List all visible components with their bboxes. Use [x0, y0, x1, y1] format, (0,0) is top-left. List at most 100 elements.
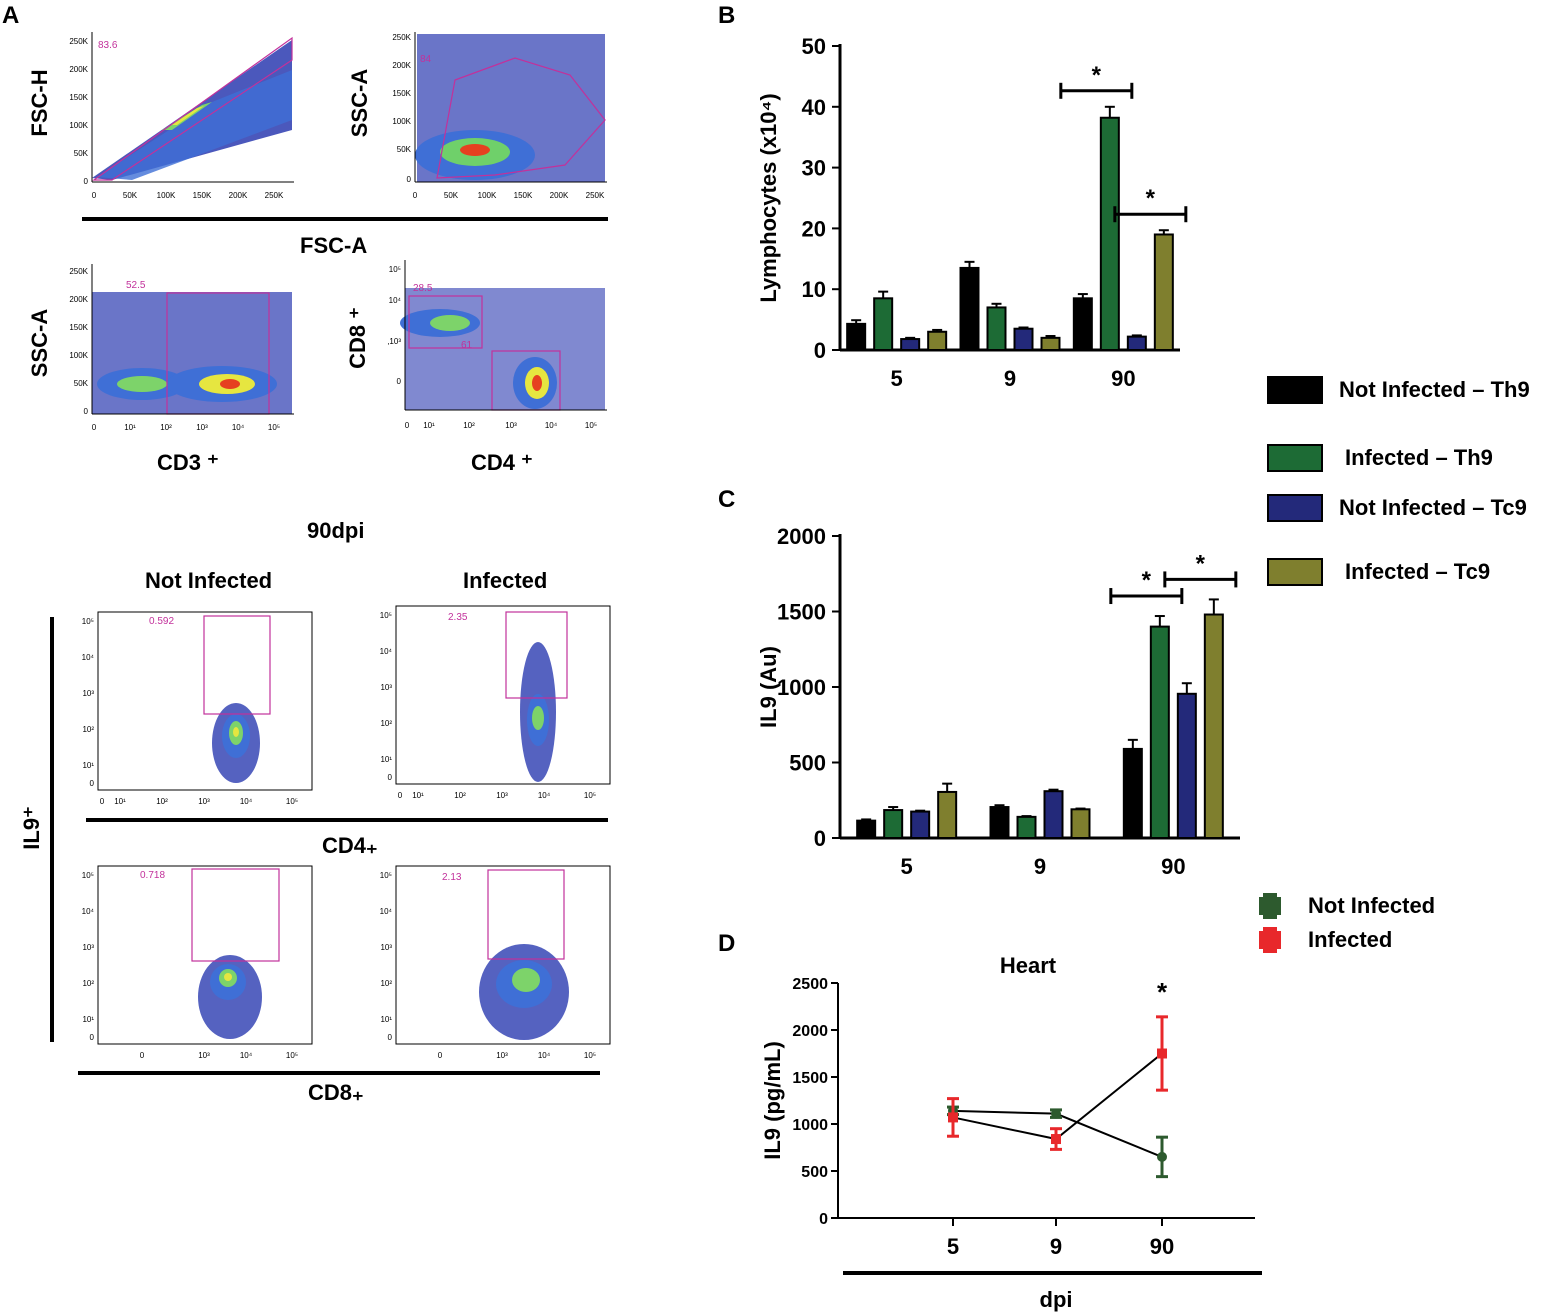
y-tick: 10⁵	[82, 871, 94, 880]
ssc-a-axis-label-2: SSC-A	[27, 308, 52, 378]
y-tick-label: 1500	[777, 600, 826, 625]
legend-label: Not Infected	[1308, 893, 1436, 918]
legend-marker-red	[1259, 927, 1281, 953]
legend-marker-green	[1259, 893, 1281, 919]
y-tick: 0	[84, 407, 89, 416]
y-tick: 0	[90, 1033, 95, 1042]
gate-region	[191, 868, 280, 962]
x-tick: 10²	[156, 797, 168, 806]
significance-star: *	[1157, 977, 1168, 1007]
y-axis-label: IL9 (Au)	[756, 646, 781, 728]
x-tick: 10⁵	[286, 1051, 298, 1060]
flow-plot-cd3: 52.5 250K 200K 150K 100K 50K 0 0 10¹ 10²…	[69, 264, 294, 432]
legend-label: Not Infected – Tc9	[1339, 495, 1527, 520]
bar	[959, 266, 980, 351]
x-tick-label: 5	[891, 366, 903, 391]
x-tick: 200K	[229, 191, 248, 200]
cd4-divider	[86, 818, 608, 822]
x-ticks: 0 10¹ 10² 10³ 10⁴ 10⁵	[398, 791, 596, 800]
y-tick: 10²	[380, 719, 392, 728]
y-tick: 150K	[69, 323, 88, 332]
y-ticks: 250K 200K 150K 100K 50K 0	[69, 37, 88, 186]
x-tick: 10¹	[412, 791, 424, 800]
not-infected-title: Not Infected	[145, 568, 273, 593]
y-ticks: 10⁵ 10⁴ 10³ 10² 10¹ 0	[380, 611, 393, 782]
legend-item: Not Infected	[1258, 893, 1435, 919]
legend-swatch-olive	[1267, 558, 1323, 586]
flow-density-peak	[460, 144, 490, 156]
y-tick: 10¹	[380, 1015, 392, 1024]
y-tick: 200K	[69, 65, 88, 74]
y-axis-label: Lymphocytes (x10⁴)	[756, 93, 781, 302]
legend-label: Not Infected – Th9	[1339, 377, 1530, 402]
cd3-axis-label: CD3 ⁺	[157, 450, 219, 475]
fsc-a-divider	[82, 217, 608, 221]
y-tick: 100K	[69, 121, 88, 130]
x-ticks: 0 50K 100K 150K 200K 250K	[413, 191, 605, 200]
x-tick: 10⁵	[286, 797, 298, 806]
flow-plot-il9-cd8-not-infected: 0.718 10⁵ 10⁴ 10³ 10² 10¹ 0 0 10³ 10⁴ 10…	[82, 865, 313, 1060]
y-tick: 200K	[69, 295, 88, 304]
x-tick: 10¹	[124, 423, 136, 432]
y-tick-label: 1000	[777, 675, 826, 700]
y-tick-label: 0	[814, 826, 826, 851]
x-tick: 50K	[444, 191, 459, 200]
y-tick: 10⁴	[82, 653, 95, 662]
y-tick: 10³	[380, 683, 392, 692]
gate-value-cd4: 61	[461, 340, 473, 351]
significance-star: *	[1146, 185, 1156, 212]
bar	[986, 306, 1007, 352]
y-axis-label: IL9 (pg/mL)	[760, 1041, 785, 1160]
y-tick: 10⁴	[389, 296, 402, 305]
y-tick: 0	[388, 1033, 393, 1042]
x-tick: 10²	[160, 423, 172, 432]
cd8-il9-axis-label: CD8₊	[308, 1080, 364, 1105]
x-ticks: 0 10¹ 10² 10³ 10⁴ 10⁵	[100, 797, 298, 806]
flow-density-peak	[172, 106, 204, 125]
y-tick: 10¹	[82, 1015, 94, 1024]
x-tick: 0	[92, 191, 97, 200]
y-tick-label: 0	[819, 1211, 828, 1228]
infected-title: Infected	[463, 568, 548, 593]
cd4-axis-label: CD4 ⁺	[471, 450, 533, 475]
y-tick: 10¹	[380, 755, 392, 764]
x-tick-label: 5	[947, 1234, 959, 1259]
y-tick-label: 2500	[792, 976, 828, 993]
cd8-divider	[78, 1071, 600, 1075]
x-tick: 150K	[193, 191, 212, 200]
legend-label: Infected – Tc9	[1345, 559, 1491, 584]
y-tick: 0	[90, 779, 95, 788]
data-point	[1157, 1048, 1167, 1059]
bar	[1149, 625, 1170, 839]
y-tick: 150K	[69, 93, 88, 102]
line-chart-heart-il9: Heart 0 500 1000 1500 2000 2500 IL9 (pg/mL) 5 9 90…	[760, 953, 1262, 1312]
y-tick: 10²	[82, 979, 94, 988]
bar	[856, 819, 877, 840]
y-tick: 10⁵	[380, 611, 392, 620]
bar	[900, 338, 921, 351]
bar	[1176, 692, 1197, 839]
y-tick: 10⁵	[380, 871, 392, 880]
y-tick: 10⁴	[380, 647, 393, 656]
gate-region-cd8	[408, 295, 483, 349]
data-point	[948, 1112, 958, 1123]
legend-item: Infected – Tc9	[1267, 558, 1490, 586]
x-ticks: 0 10³ 10⁴ 10⁵	[438, 1051, 596, 1060]
bar	[1070, 808, 1091, 839]
gate-value: 0.718	[140, 870, 165, 881]
y-tick-label: 10	[802, 277, 826, 302]
x-axis-label: dpi	[1040, 1287, 1073, 1312]
legend-swatch-green	[1267, 444, 1323, 472]
x-tick: 100K	[157, 191, 176, 200]
y-tick: 250K	[69, 37, 88, 46]
flow-density-hot	[430, 315, 470, 331]
x-tick: 200K	[550, 191, 569, 200]
bar	[1016, 815, 1037, 839]
gate-value: 83.6	[98, 40, 118, 51]
y-tick: 10³	[380, 943, 392, 952]
bar	[989, 806, 1010, 840]
x-tick: 10⁵	[585, 421, 597, 430]
flow-density-peak	[532, 375, 542, 391]
flow-plot-il9-cd8-infected: 2.13 10⁵ 10⁴ 10³ 10² 10¹ 0 0 10³ 10⁴ 10⁵	[380, 865, 611, 1060]
y-tick-label: 500	[789, 751, 826, 776]
